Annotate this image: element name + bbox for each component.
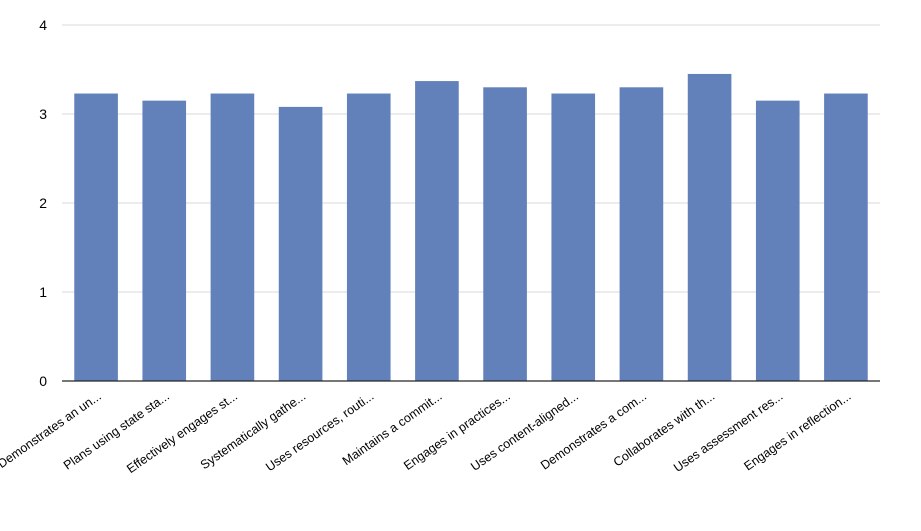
bar <box>824 93 868 381</box>
x-tick-label: Uses resources, routi... <box>263 389 376 474</box>
x-tick-label: Effectively engages st... <box>124 389 240 476</box>
y-axis-ticks: 0 1 2 3 4 <box>39 17 47 389</box>
bar <box>415 81 459 381</box>
bar <box>551 93 596 381</box>
x-tick-label: Uses assessment res... <box>671 389 785 475</box>
bar <box>619 87 664 382</box>
y-tick-label: 2 <box>39 195 47 211</box>
gridlines <box>62 24 880 293</box>
bar <box>755 100 800 382</box>
bar <box>687 73 732 381</box>
x-axis-labels: Demonstrates an un...Plans using state s… <box>0 389 854 476</box>
bar <box>346 93 391 381</box>
y-tick-label: 3 <box>39 106 47 122</box>
y-tick-label: 4 <box>39 17 47 33</box>
bar <box>278 106 323 381</box>
y-tick-label: 0 <box>39 373 47 389</box>
bar <box>142 100 187 382</box>
bar <box>74 93 118 381</box>
bar <box>483 87 527 382</box>
bar <box>210 93 255 381</box>
y-tick-label: 1 <box>39 284 47 300</box>
bars <box>74 73 868 382</box>
